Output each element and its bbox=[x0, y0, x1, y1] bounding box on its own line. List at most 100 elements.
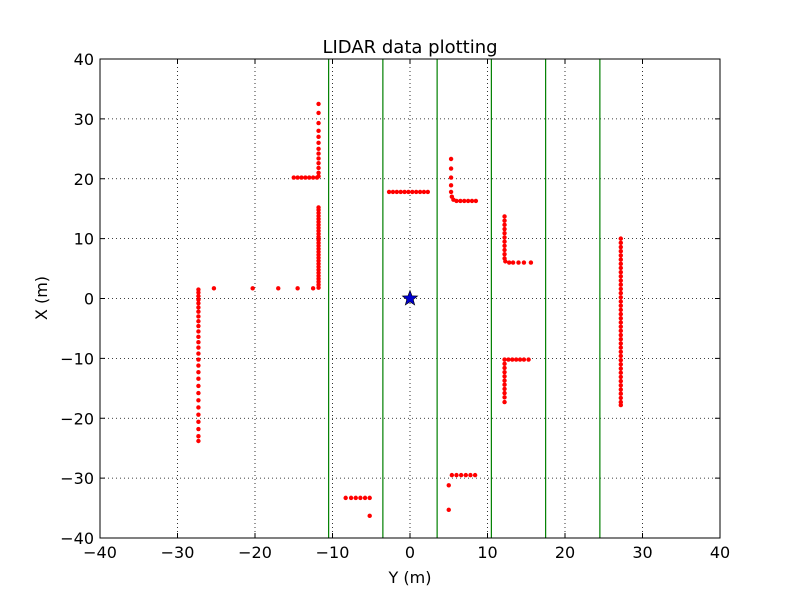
lidar-point bbox=[502, 369, 507, 375]
lidar-point bbox=[343, 495, 348, 501]
lidar-point bbox=[618, 261, 623, 266]
lidar-point bbox=[521, 260, 527, 265]
lidar-point bbox=[310, 175, 316, 180]
lidar-point bbox=[295, 175, 300, 180]
lidar-point bbox=[316, 170, 321, 175]
lidar-point bbox=[502, 247, 507, 253]
lidar-point bbox=[618, 357, 623, 363]
lidar-point bbox=[358, 495, 363, 501]
lidar-point bbox=[618, 374, 623, 380]
lidar-point bbox=[502, 365, 507, 371]
lidar-point bbox=[618, 370, 623, 375]
lidar-point bbox=[316, 205, 321, 210]
x-tick-label: 0 bbox=[405, 543, 415, 562]
lidar-point bbox=[196, 398, 201, 403]
lidar-point bbox=[196, 345, 201, 350]
lidar-point bbox=[448, 189, 454, 195]
lidar-point bbox=[618, 391, 623, 396]
lidar-point bbox=[462, 198, 467, 204]
lidar-point bbox=[507, 260, 512, 265]
lidar-point bbox=[386, 189, 392, 195]
lidar-point bbox=[448, 175, 454, 180]
lidar-point bbox=[446, 483, 451, 488]
lidar-point bbox=[618, 332, 623, 338]
chart-title: LIDAR data plotting bbox=[322, 37, 497, 58]
lidar-point bbox=[196, 426, 201, 432]
lidar-points bbox=[196, 101, 623, 519]
lidar-point bbox=[502, 361, 507, 366]
lidar-point bbox=[196, 376, 201, 381]
y-axis-label: X (m) bbox=[32, 276, 51, 320]
lidar-point bbox=[510, 357, 515, 362]
lidar-point bbox=[196, 383, 201, 389]
lidar-point bbox=[503, 259, 508, 264]
lidar-point bbox=[618, 345, 623, 350]
lidar-point bbox=[618, 282, 623, 287]
lidar-point bbox=[502, 357, 507, 362]
lidar-point bbox=[618, 387, 623, 392]
lidar-point bbox=[618, 307, 623, 313]
lidar-point bbox=[196, 319, 201, 324]
lidar-point bbox=[502, 395, 507, 400]
x-tick-label: 10 bbox=[477, 543, 497, 562]
lidar-point bbox=[465, 198, 471, 204]
lidar-point bbox=[211, 286, 217, 291]
lidar-point bbox=[618, 324, 623, 329]
lidar-point bbox=[618, 366, 623, 371]
lidar-point bbox=[196, 419, 201, 425]
lidar-point bbox=[250, 286, 255, 291]
lidar-point bbox=[446, 507, 451, 513]
y-tick-label: 10 bbox=[74, 230, 94, 249]
lidar-point bbox=[390, 189, 396, 195]
lidar-point bbox=[618, 316, 623, 321]
lidar-point bbox=[463, 472, 468, 478]
lidar-point bbox=[618, 320, 623, 325]
lidar-point bbox=[618, 244, 623, 250]
lidar-point bbox=[196, 290, 201, 295]
x-tick-label: −40 bbox=[83, 543, 117, 562]
lidar-point bbox=[348, 495, 354, 501]
lane-lines bbox=[328, 59, 601, 538]
y-tick-label: −30 bbox=[60, 469, 94, 488]
lidar-point bbox=[316, 146, 321, 152]
lidar-point bbox=[506, 357, 511, 362]
lidar-point bbox=[521, 357, 527, 362]
lidar-point bbox=[502, 399, 507, 405]
vehicle-star-icon bbox=[401, 289, 419, 306]
lidar-point bbox=[502, 382, 507, 387]
lidar-point bbox=[316, 120, 321, 126]
lidar-point bbox=[472, 472, 478, 478]
lidar-point bbox=[295, 286, 300, 291]
x-axis-label: Y (m) bbox=[388, 568, 432, 587]
y-tick-label: −40 bbox=[60, 529, 94, 548]
lidar-point bbox=[502, 235, 507, 240]
lidar-point bbox=[316, 151, 321, 156]
lidar-point bbox=[469, 198, 475, 204]
lidar-point bbox=[394, 189, 400, 195]
lidar-point bbox=[196, 390, 201, 396]
lidar-point bbox=[196, 369, 201, 375]
lidar-point bbox=[196, 301, 201, 306]
lidar-point bbox=[449, 472, 455, 478]
lidar-point bbox=[362, 495, 368, 501]
x-tick-label: 20 bbox=[555, 543, 575, 562]
lidar-point bbox=[196, 297, 201, 302]
lidar-point bbox=[410, 189, 415, 195]
y-tick-label: −10 bbox=[60, 349, 94, 368]
y-tick-label: −20 bbox=[60, 409, 94, 428]
lidar-point bbox=[618, 240, 623, 246]
lidar-point bbox=[618, 353, 623, 359]
lidar-point bbox=[353, 495, 358, 501]
x-tick-label: 30 bbox=[632, 543, 652, 562]
lidar-point bbox=[618, 349, 623, 354]
lidar-point bbox=[448, 166, 454, 171]
y-tick-label: 0 bbox=[84, 290, 94, 309]
lidar-point bbox=[502, 390, 507, 396]
lidar-point bbox=[618, 383, 623, 388]
lidar-point bbox=[196, 334, 201, 340]
lidar-point bbox=[502, 222, 507, 228]
lidar-point bbox=[367, 495, 372, 501]
lidar-point bbox=[421, 189, 427, 195]
lidar-point bbox=[291, 175, 296, 180]
